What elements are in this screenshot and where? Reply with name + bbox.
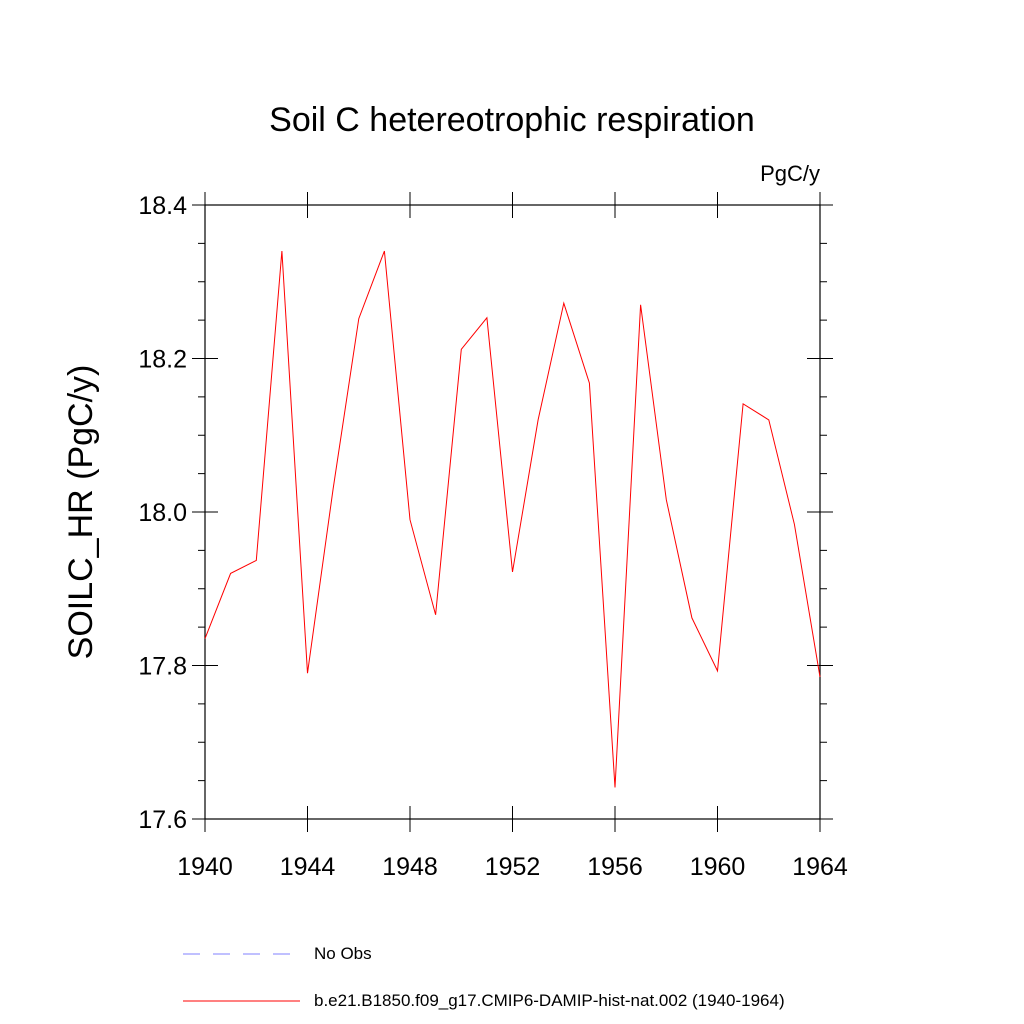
x-tick-label: 1956 <box>587 853 643 881</box>
data-point <box>512 571 513 572</box>
data-point <box>563 303 564 304</box>
y-tick-label: 17.8 <box>138 653 187 681</box>
data-point <box>307 673 308 674</box>
data-point <box>717 670 718 671</box>
axis-ticks <box>192 192 833 832</box>
data-point <box>743 403 744 404</box>
y-tick-label: 18.2 <box>138 346 187 374</box>
legend: No Obs b.e21.B1850.f09_g17.CMIP6-DAMIP-h… <box>183 944 785 1010</box>
data-point <box>614 787 615 788</box>
data-point <box>691 617 692 618</box>
series-group <box>204 250 821 788</box>
axis-tick-labels: 17.6 17.8 18.0 18.2 18.4 1940 1944 1948 1952 1956… <box>138 192 848 881</box>
data-point <box>768 419 769 420</box>
x-tick-label: 1940 <box>177 853 233 881</box>
data-point <box>333 488 334 489</box>
chart-title: Soil C hetereotrophic respiration <box>269 101 755 139</box>
data-point <box>794 524 795 525</box>
data-point <box>230 573 231 574</box>
y-axis-label: SOILC_HR (PgC/y) <box>62 365 100 660</box>
legend-label-model: b.e21.B1850.f09_g17.CMIP6-DAMIP-hist-nat… <box>314 991 785 1010</box>
data-point <box>358 318 359 319</box>
data-point <box>204 638 205 639</box>
data-point <box>538 419 539 420</box>
x-tick-label: 1948 <box>382 853 438 881</box>
data-point <box>666 499 667 500</box>
data-point <box>589 382 590 383</box>
data-point <box>486 317 487 318</box>
x-tick-label: 1964 <box>792 853 848 881</box>
data-point <box>281 250 282 251</box>
series-line <box>204 250 821 788</box>
units-label: PgC/y <box>760 161 820 186</box>
data-point <box>461 349 462 350</box>
y-tick-label: 18.0 <box>138 499 187 527</box>
y-tick-label: 17.6 <box>138 806 187 834</box>
data-point <box>256 560 257 561</box>
data-point <box>384 250 385 251</box>
x-tick-label: 1960 <box>690 853 746 881</box>
plot-frame <box>204 204 821 820</box>
x-tick-label: 1944 <box>280 853 336 881</box>
data-point <box>435 614 436 615</box>
x-tick-label: 1952 <box>485 853 541 881</box>
data-point <box>640 304 641 305</box>
data-point <box>409 519 410 520</box>
y-tick-label: 18.4 <box>138 192 187 220</box>
data-point <box>819 676 820 677</box>
legend-label-no-obs: No Obs <box>314 944 372 963</box>
